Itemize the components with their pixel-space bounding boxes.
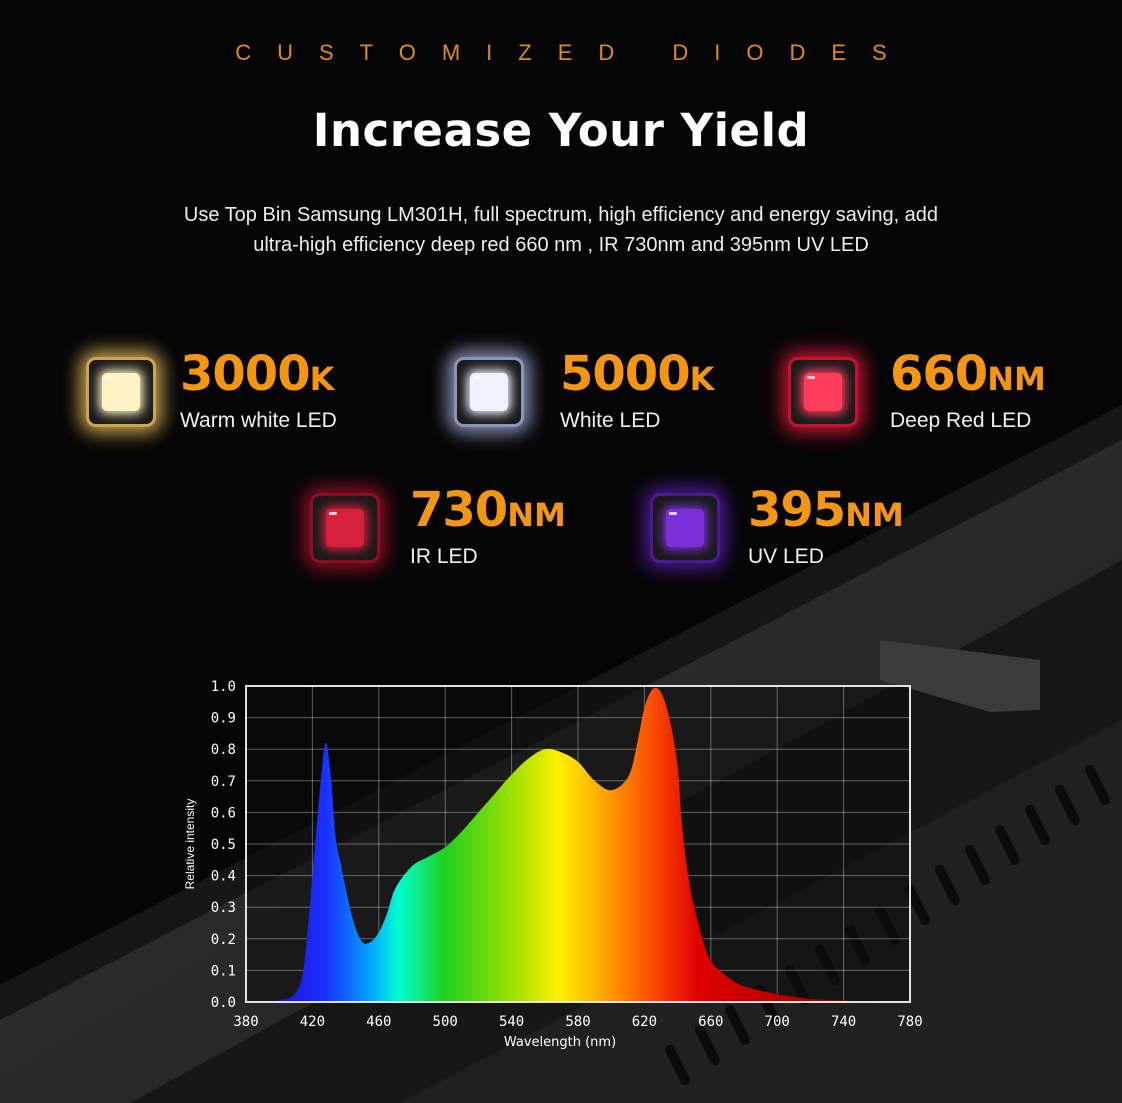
x-tick-label: 660	[698, 1014, 723, 1030]
y-tick-label: 0.5	[211, 837, 236, 853]
y-tick-label: 0.6	[211, 805, 236, 821]
diode-label: IR LED	[410, 545, 478, 568]
y-axis-ticks: 0.0 0.1 0.2 0.3 0.4 0.5 0.6 0.7 0.8 0.9 1.0	[211, 679, 236, 1011]
diode-label: Deep Red LED	[890, 409, 1032, 432]
description-line-1: Use Top Bin Samsung LM301H, full spectru…	[183, 204, 939, 226]
x-tick-label: 740	[831, 1014, 856, 1030]
spectrum-chart: 0.0 0.1 0.2 0.3 0.4 0.5 0.6 0.7 0.8 0.9 1.0 380 420…	[183, 679, 923, 1050]
diode-730nm: 730NM IR LED	[310, 486, 566, 569]
spectrum-area	[246, 687, 910, 1002]
x-axis-ticks: 380 420 460 500 540 580 620 660 700 740 780	[233, 1014, 922, 1030]
diode-label: Warm white LED	[180, 409, 337, 432]
y-tick-label: 0.9	[211, 711, 236, 727]
deep-red-led-chip-icon	[788, 356, 858, 427]
y-tick-label: 0.4	[211, 869, 236, 885]
y-tick-label: 0.3	[211, 900, 236, 916]
section-eyebrow: CUSTOMIZED DIODES	[235, 40, 913, 65]
x-tick-label: 700	[765, 1014, 790, 1030]
diode-660nm: 660NM Deep Red LED	[788, 350, 1046, 433]
x-tick-label: 420	[300, 1014, 325, 1030]
x-tick-label: 540	[499, 1014, 524, 1030]
x-tick-label: 380	[233, 1014, 258, 1030]
diode-value: 3000K	[180, 346, 335, 402]
y-tick-label: 0.7	[211, 774, 236, 790]
x-tick-label: 460	[366, 1014, 391, 1030]
x-tick-label: 580	[565, 1014, 590, 1030]
warm-white-led-chip-icon	[86, 356, 156, 427]
y-tick-label: 0.2	[211, 932, 236, 948]
y-tick-label: 0.8	[211, 742, 236, 758]
diode-label: UV LED	[748, 545, 824, 568]
diode-value: 5000K	[560, 346, 715, 402]
ir-led-chip-icon	[310, 492, 380, 563]
diode-label: White LED	[560, 409, 661, 432]
uv-led-chip-icon	[650, 492, 720, 563]
x-axis-label: Wavelength (nm)	[504, 1035, 616, 1050]
x-tick-label: 620	[632, 1014, 657, 1030]
description-line-2: ultra-high efficiency deep red 660 nm , …	[253, 234, 869, 256]
diode-value: 660NM	[890, 346, 1046, 402]
x-tick-label: 500	[433, 1014, 458, 1030]
y-tick-label: 0.0	[211, 995, 236, 1011]
diode-value: 395NM	[748, 482, 904, 538]
y-tick-label: 0.1	[211, 963, 236, 979]
description: Use Top Bin Samsung LM301H, full spectru…	[111, 200, 1011, 260]
y-axis-label: Relative intensity	[183, 799, 197, 890]
y-tick-label: 1.0	[211, 679, 236, 695]
diode-5000k: 5000K White LED	[454, 350, 714, 433]
diode-395nm: 395NM UV LED	[650, 486, 904, 569]
page-title: Increase Your Yield	[312, 104, 810, 157]
white-led-chip-icon	[454, 356, 524, 427]
plot-frame	[245, 685, 911, 1003]
diode-value: 730NM	[410, 482, 566, 538]
x-tick-label: 780	[897, 1014, 922, 1030]
diode-3000k: 3000K Warm white LED	[86, 350, 337, 433]
